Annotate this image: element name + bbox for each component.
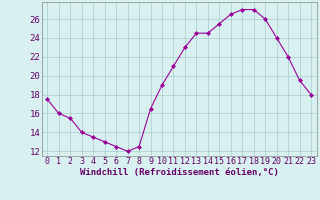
X-axis label: Windchill (Refroidissement éolien,°C): Windchill (Refroidissement éolien,°C) [80,168,279,177]
